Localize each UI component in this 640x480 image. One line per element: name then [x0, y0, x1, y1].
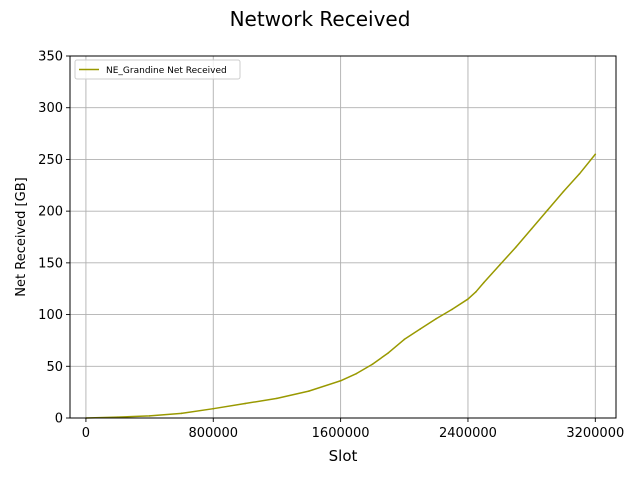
data-point: [339, 379, 342, 382]
y-tick-label: 200: [38, 205, 63, 220]
legend: NE_Grandine Net Received: [74, 59, 241, 80]
data-point: [212, 407, 215, 410]
plot-area-frame: [69, 55, 617, 419]
data-point: [276, 397, 278, 400]
data-point: [498, 264, 501, 266]
data-point: [475, 291, 477, 293]
data-point: [435, 317, 437, 320]
y-tick-label: 350: [38, 50, 63, 65]
data-point: [403, 338, 406, 341]
data-point: [467, 298, 469, 300]
y-tick-label: 150: [38, 256, 63, 271]
data-point: [387, 352, 390, 354]
data-point: [578, 173, 581, 175]
data-point: [244, 402, 246, 405]
x-tick-label: 0: [82, 426, 90, 441]
y-tick-label: 0: [55, 412, 63, 427]
series-layer: [85, 153, 597, 419]
y-tick-label: 100: [38, 308, 63, 323]
x-tick-label: 2400000: [439, 426, 497, 441]
y-tick-label: 50: [46, 360, 63, 375]
grid: [70, 55, 616, 419]
data-point: [355, 372, 358, 375]
x-tick-label: 800000: [188, 426, 238, 441]
data-point: [371, 363, 374, 366]
x-axis: 0 800000 1600000 2400000 3200000: [82, 418, 624, 441]
data-point: [419, 328, 422, 330]
data-point: [307, 390, 310, 392]
data-point: [530, 227, 533, 230]
legend-entry-label: NE_Grandine Net Received: [106, 66, 227, 76]
y-axis: 0 50 100 150 200 250 300 350: [38, 50, 70, 427]
data-point: [546, 209, 549, 211]
series-line-0: [85, 153, 596, 419]
x-tick-label: 1600000: [312, 426, 370, 441]
y-tick-label: 250: [38, 153, 63, 168]
data-point: [594, 153, 597, 156]
data-point: [514, 246, 517, 249]
x-tick-label: 3200000: [566, 426, 624, 441]
data-point: [483, 281, 485, 284]
data-point: [562, 190, 565, 193]
data-point: [180, 412, 183, 415]
data-point: [451, 308, 453, 311]
legend-box: [74, 59, 241, 80]
y-tick-label: 300: [38, 101, 63, 116]
y-axis-label: Net Received [GB]: [14, 177, 29, 296]
data-point: [148, 415, 151, 417]
x-axis-label: Slot: [329, 447, 358, 465]
chart-title: Network Received: [230, 7, 411, 31]
